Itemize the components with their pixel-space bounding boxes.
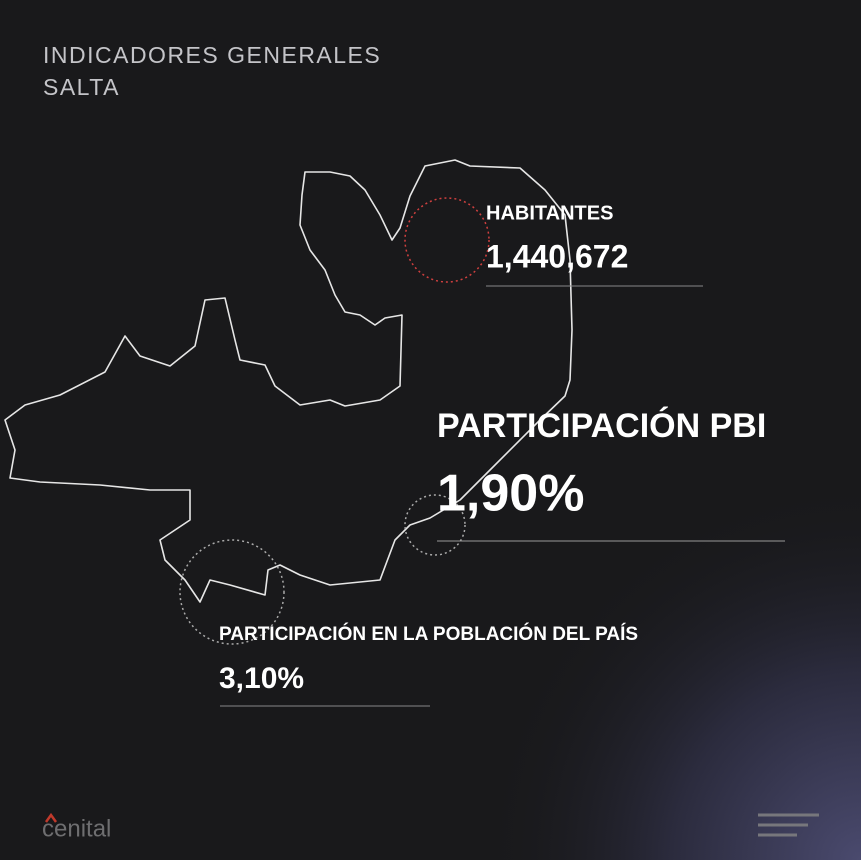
map-outline xyxy=(4,159,573,603)
highlight-circle xyxy=(179,539,285,645)
indicator-value: 1,440,672 xyxy=(486,238,628,274)
title: INDICADORES GENERALES xyxy=(43,42,381,68)
indicator-label: PARTICIPACIÓN PBI xyxy=(437,407,766,445)
highlight-circle xyxy=(404,197,490,283)
brand-accent xyxy=(44,812,58,823)
subtitle: SALTA xyxy=(43,74,120,100)
indicator-value: 1,90% xyxy=(437,465,584,523)
menu-icon[interactable] xyxy=(758,813,819,837)
indicator-label: HABITANTES xyxy=(486,202,613,224)
indicator-label: PARTICIPACIÓN EN LA POBLACIÓN DEL PAÍS xyxy=(219,623,638,645)
highlight-circle xyxy=(404,494,466,556)
indicator-value: 3,10% xyxy=(219,662,304,695)
brand: cenital xyxy=(42,815,111,842)
